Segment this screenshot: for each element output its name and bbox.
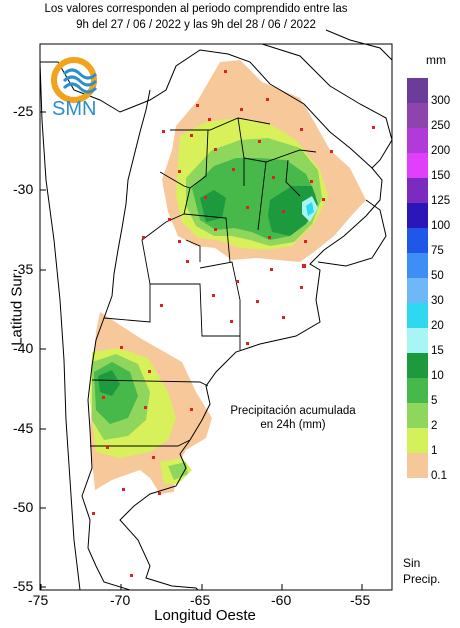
legend-label: 30 bbox=[431, 295, 444, 307]
header-line-1: Los valores corresponden al periodo comp… bbox=[44, 3, 348, 15]
legend-swatch bbox=[407, 253, 428, 278]
y-tick-label: -45 bbox=[13, 420, 34, 436]
legend-swatch bbox=[407, 203, 428, 228]
y-tick-label: -50 bbox=[13, 499, 34, 515]
legend-swatch bbox=[407, 78, 428, 103]
legend-label: 300 bbox=[431, 95, 451, 107]
legend-label: 2 bbox=[431, 420, 438, 432]
legend-swatch bbox=[407, 103, 428, 128]
legend-swatch bbox=[407, 278, 428, 303]
legend-sin-precip-1: Sin bbox=[403, 556, 421, 570]
legend-color-bar bbox=[407, 78, 428, 478]
legend-label: 75 bbox=[431, 245, 444, 257]
legend-label: 10 bbox=[431, 370, 444, 382]
legend-swatch bbox=[407, 303, 428, 328]
y-tick-label: -35 bbox=[13, 261, 34, 277]
legend-label: 15 bbox=[431, 345, 444, 357]
legend-label: 0.1 bbox=[431, 470, 447, 482]
annotation-line-1: Precipitación acumulada bbox=[230, 405, 356, 417]
x-tick-label: -75 bbox=[28, 592, 49, 608]
legend-label: 125 bbox=[431, 195, 451, 207]
legend-swatch bbox=[407, 153, 428, 178]
y-tick-label: -55 bbox=[13, 578, 34, 594]
legend-label: 5 bbox=[431, 395, 438, 407]
legend-label: 100 bbox=[431, 220, 451, 232]
legend-label: 50 bbox=[431, 270, 444, 282]
legend-swatch bbox=[407, 378, 428, 403]
x-tick-label: -70 bbox=[110, 592, 131, 608]
legend-label: 20 bbox=[431, 320, 444, 332]
legend-swatch bbox=[407, 228, 428, 253]
smn-logo-text: SMN bbox=[52, 98, 97, 120]
legend-swatch bbox=[407, 328, 428, 353]
x-tick-label: -55 bbox=[350, 592, 371, 608]
country-borders bbox=[39, 29, 393, 591]
legend-swatch bbox=[407, 403, 428, 428]
y-tick-label: -40 bbox=[13, 340, 34, 356]
legend-swatch bbox=[407, 178, 428, 203]
legend-swatch bbox=[407, 128, 428, 153]
legend-swatch bbox=[407, 453, 428, 478]
legend-sin-precip-2: Precip. bbox=[403, 572, 441, 586]
legend-label: 250 bbox=[431, 120, 451, 132]
legend-label: 1 bbox=[431, 445, 438, 457]
legend-unit: mm bbox=[426, 53, 446, 67]
legend-label: 150 bbox=[431, 170, 451, 182]
y-tick-label: -30 bbox=[13, 181, 34, 197]
smn-logo bbox=[51, 57, 98, 103]
map-frame bbox=[39, 43, 393, 591]
precipitation-areas bbox=[90, 60, 366, 494]
header-line-2: 9h del 27 / 06 / 2022 y las 9h del 28 / … bbox=[76, 19, 316, 31]
y-tick-label: -25 bbox=[13, 103, 34, 119]
annotation-line-2: en 24h (mm) bbox=[260, 419, 326, 431]
x-tick-label: -60 bbox=[271, 592, 292, 608]
station-points bbox=[92, 70, 375, 577]
map-annotation: Precipitación acumulada en 24h (mm) bbox=[228, 404, 358, 432]
legend-label: 200 bbox=[431, 145, 451, 157]
province-borders bbox=[90, 117, 317, 447]
x-axis-label: Longitud Oeste bbox=[154, 607, 256, 624]
x-tick-label: -65 bbox=[190, 592, 211, 608]
legend-swatch bbox=[407, 353, 428, 378]
legend-swatch bbox=[407, 428, 428, 453]
